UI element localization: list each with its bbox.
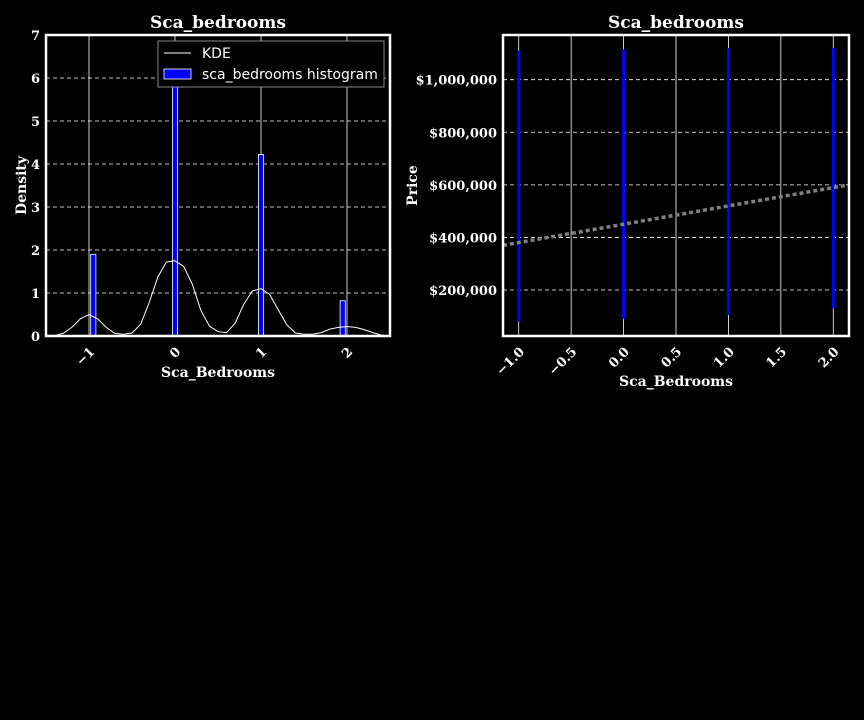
x-tick-label: 0: [167, 345, 184, 362]
x-tick-label: −1: [74, 345, 99, 370]
legend-label-histogram: sca_bedrooms histogram: [202, 67, 378, 83]
x-axis-label: Sca_Bedrooms: [619, 374, 733, 390]
y-tick-label: 2: [31, 244, 40, 259]
legend-box: [157, 40, 385, 88]
x-tick-label: 2.0: [816, 345, 843, 372]
legend-label-kde: KDE: [202, 46, 231, 62]
histogram-bar: [339, 300, 346, 337]
x-tick-label: 0.0: [606, 345, 633, 372]
x-tick-label: −1.0: [494, 345, 528, 379]
y-tick-label: 0: [31, 330, 40, 345]
regression-line: [502, 183, 850, 248]
chart-title: Sca_bedrooms: [150, 13, 286, 33]
y-tick-label: 6: [31, 72, 40, 87]
scatter-panel: $200,000 $400,000 $600,000 $800,000 $1,000,0…: [405, 13, 851, 390]
x-tick-label: 1: [253, 345, 270, 362]
histogram-bar: [90, 253, 97, 337]
y-tick-label: $600,000: [429, 179, 497, 194]
kde-line: [45, 260, 391, 337]
y-axis-label: Density: [14, 155, 30, 215]
x-tick-label: 1.5: [764, 345, 791, 372]
plot-frame: [44, 33, 392, 338]
x-axis-label: Sca_Bedrooms: [161, 365, 275, 381]
y-tick-label: $400,000: [429, 231, 497, 246]
histogram-panel: KDE sca_bedrooms histogram 0 1 2 3 4 5 6 7 −1 0 1 2 Sc…: [14, 13, 392, 381]
y-tick-label: 4: [31, 158, 40, 173]
x-tick-label: 2: [339, 345, 356, 362]
y-tick-label: 1: [31, 287, 40, 302]
x-tick-label: 1.0: [711, 345, 738, 372]
y-tick-label: $800,000: [429, 126, 497, 141]
y-tick-label: 5: [31, 115, 40, 130]
histogram-bar: [172, 47, 178, 337]
y-tick-label: 3: [31, 201, 40, 216]
y-axis-label: Price: [405, 165, 421, 206]
histogram-bar: [258, 154, 264, 337]
y-tick-label: $200,000: [429, 284, 497, 299]
legend-histogram-swatch: [163, 68, 192, 80]
x-tick-label: 0.5: [659, 345, 686, 372]
plot-frame: [501, 33, 851, 338]
y-tick-label: $1,000,000: [416, 74, 497, 89]
y-tick-label: 7: [31, 29, 40, 44]
chart-title: Sca_bedrooms: [608, 13, 744, 33]
x-tick-label: −0.5: [546, 345, 580, 379]
